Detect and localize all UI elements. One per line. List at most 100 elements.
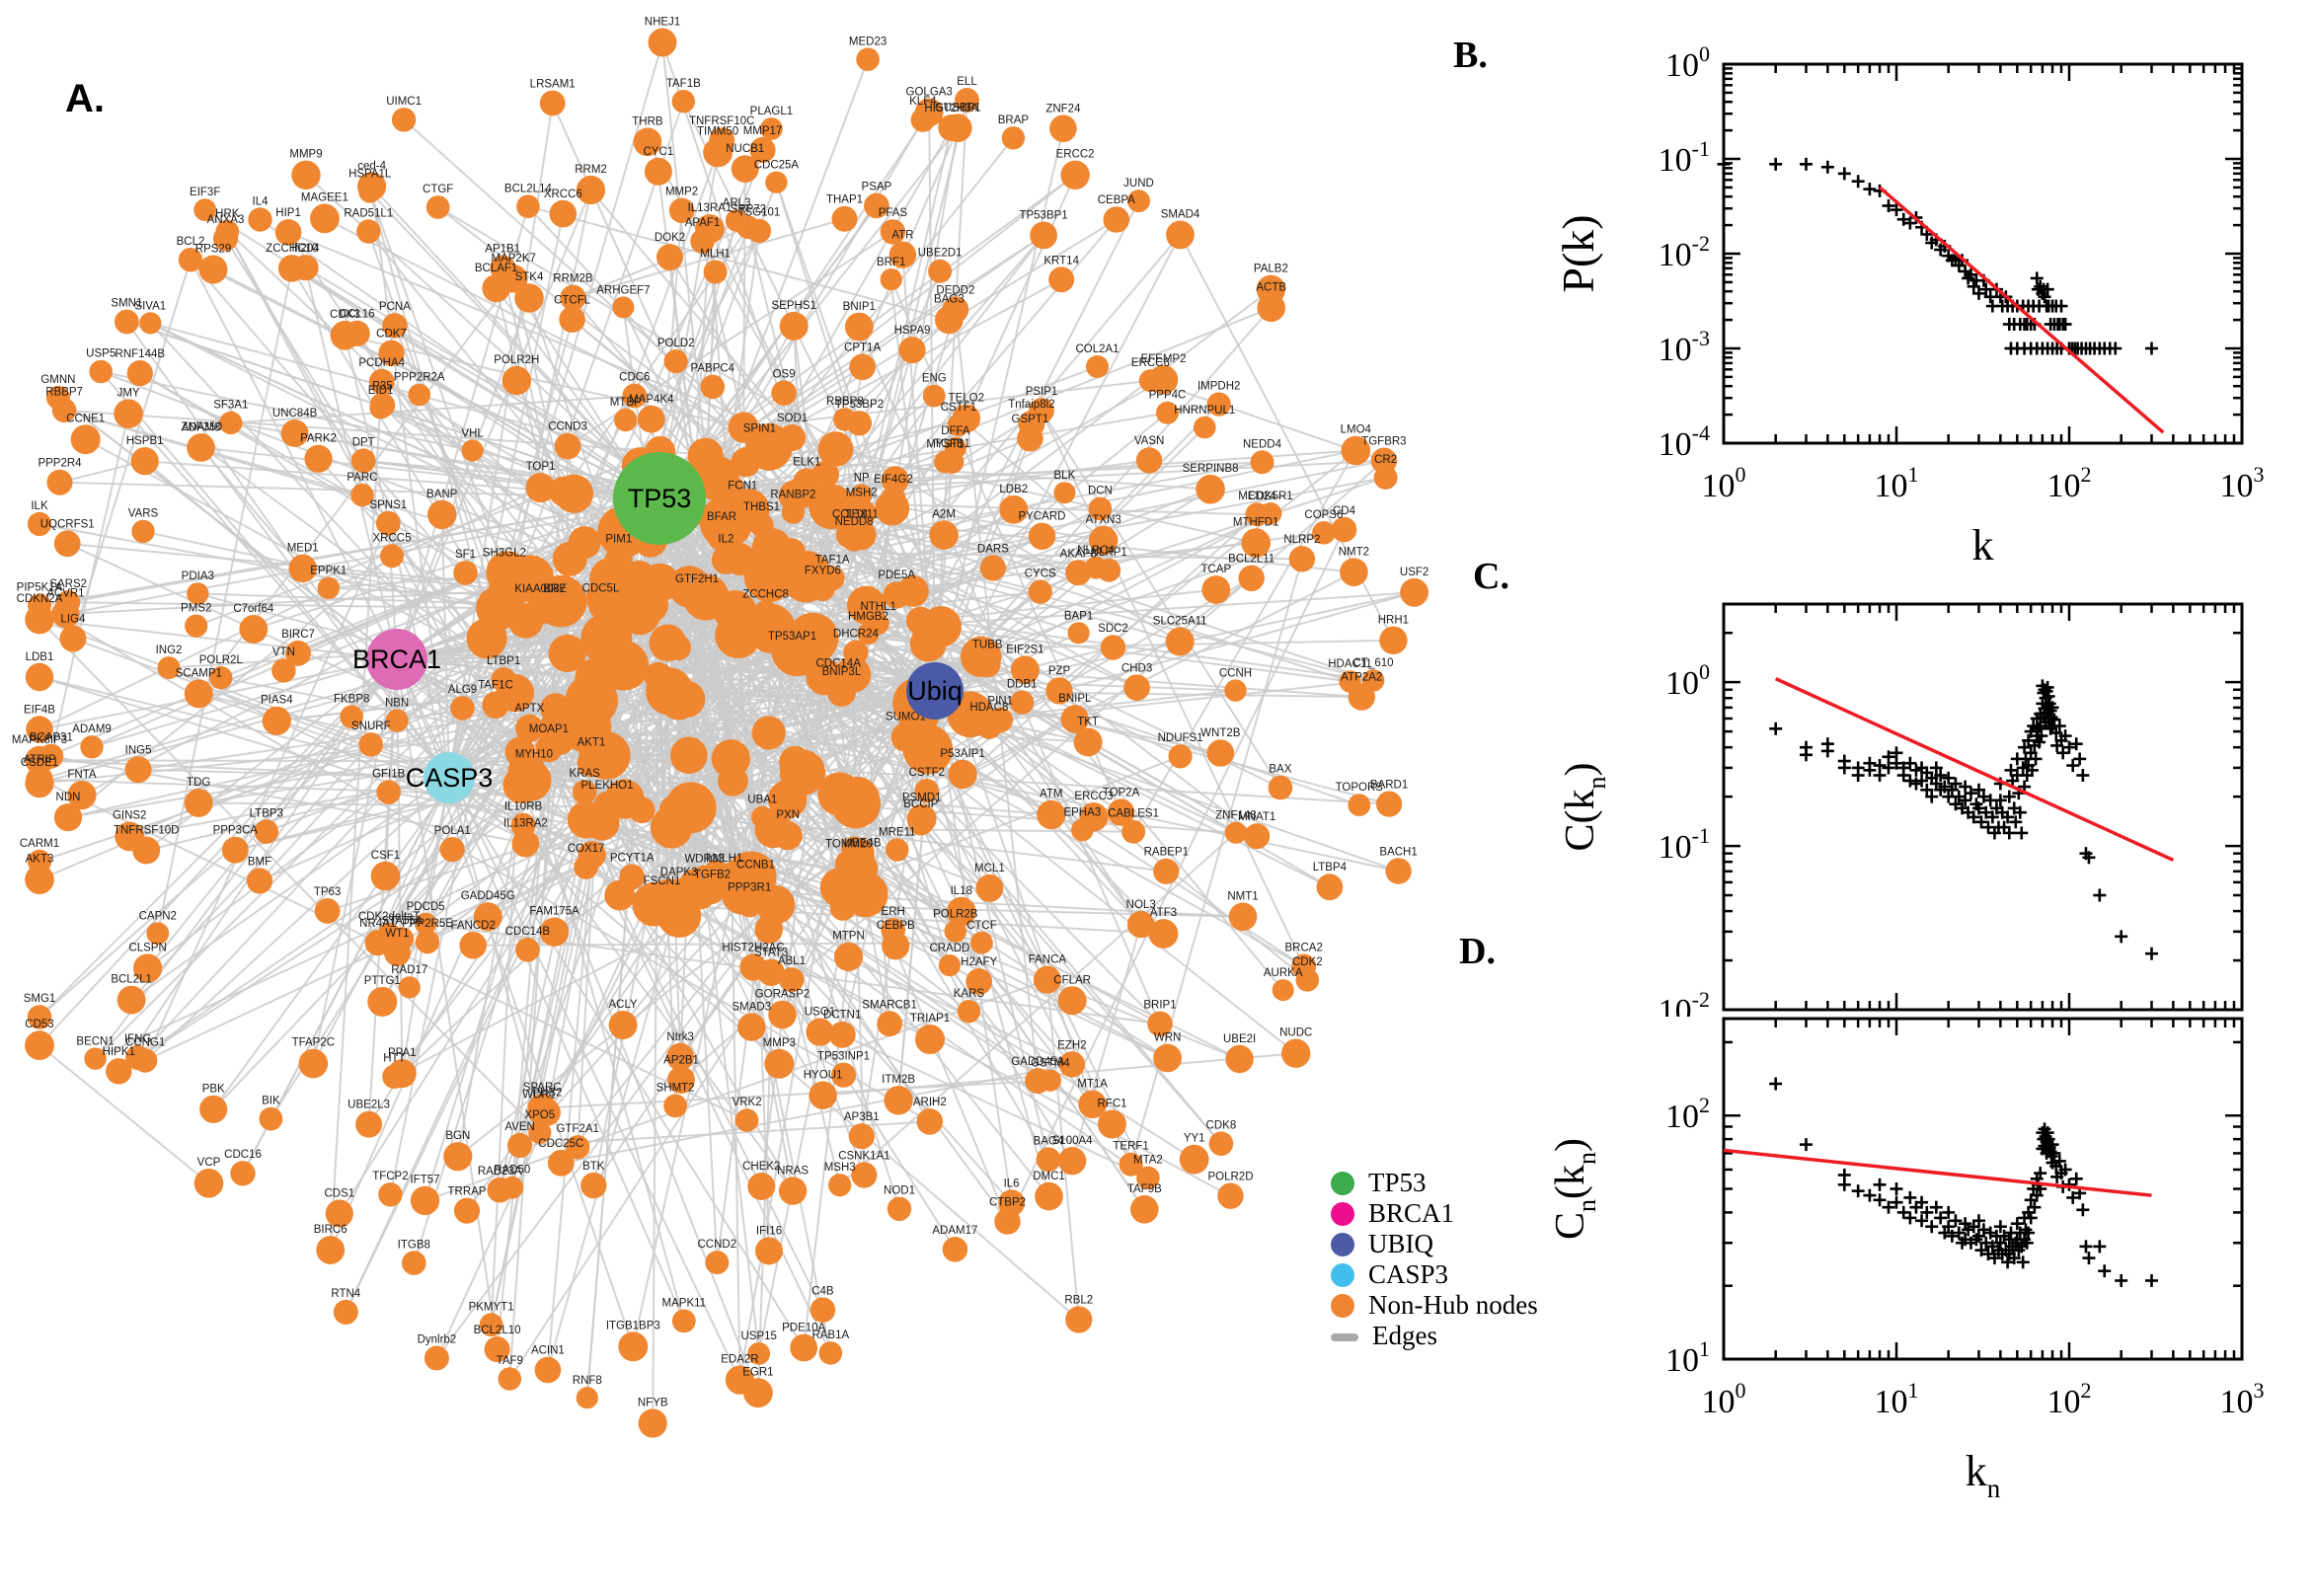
network-node-label: HYOU1 [804,1070,843,1082]
network-node [1224,679,1246,701]
network-node-label: CSTF2 [909,767,945,779]
network-node [356,219,380,243]
network-node [1385,858,1411,883]
network-node [1048,266,1074,292]
network-node [701,881,724,904]
network-node [1317,874,1344,900]
network-node [334,1300,358,1325]
network-node [619,865,645,890]
network-node [127,360,153,386]
network-node [1060,161,1089,190]
network-node-label: C4B [811,1285,834,1297]
network-node-label: LDB1 [26,651,54,663]
network-node [1225,822,1247,844]
network-node-label: CCNH [1219,667,1252,679]
network-node [526,473,556,502]
network-node [701,375,726,400]
network-node-label: CCL16 [340,309,375,321]
network-node-label: UQCRFS1 [40,518,95,530]
network-node-label: SPNS1 [369,499,407,511]
network-node-label: XRCC5 [373,532,412,544]
network-node-label: NFYB [638,1397,668,1408]
network-node-label: PMS2 [181,603,211,615]
network-node [275,219,302,246]
network-node-label: CTCFL [554,294,591,306]
network-node [940,450,964,474]
network-node-label: RANBP2 [770,490,815,501]
tick-label: 102 [1665,1093,1710,1135]
network-node-label: GINS2 [113,809,147,821]
network-node-label: ARHGEF7 [596,284,650,296]
network-node-label: IL13RA2 [503,818,548,830]
network-node-label: RPS29 [195,243,231,255]
network-node-label: PCNA [379,301,411,313]
network-node-label: PSMD1 [902,793,942,804]
network-node-label: DOK2 [655,232,685,244]
network-node [639,1408,667,1437]
network-node-label: MMP2 [665,187,698,198]
network-node-label: IL10RB [504,801,543,813]
network-node [187,433,215,462]
network-node-label: GSPT1 [1012,414,1049,425]
network-node-label: BMF [248,856,271,868]
network-node [818,431,854,467]
network-node-label: CSTF1 [941,402,976,414]
network-node-label: NRAS [777,1165,809,1177]
network-node [1207,739,1235,767]
network-node-label: BAX [1269,764,1291,776]
network-node [751,806,774,829]
network-node [1002,126,1025,149]
network-node [782,500,805,523]
network-node-label: NMT2 [1339,546,1369,558]
network-node [580,613,632,664]
network-node [114,399,143,428]
network-node-label: POLR2L [199,654,244,666]
network-node-label: VCP [197,1157,221,1169]
tick-label: 100 [1665,41,1710,84]
fit-line [1776,679,2174,861]
network-node-label: USP5 [86,348,116,360]
network-node-label: DARS [977,543,1009,555]
network-node-label: MAPK8IP3 [12,734,67,746]
network-node-label: LIG4 [60,614,86,626]
network-node-label: RNF8 [573,1375,602,1387]
network-node [1065,1306,1092,1332]
network-node-label: THAP1 [826,194,863,206]
network-edge [58,398,397,659]
network-node-label: CHEK2 [742,1161,780,1173]
network-node-label: TOP1 [526,461,556,473]
network-node [304,445,332,473]
network-node [928,260,952,283]
network-node [371,862,401,891]
network-node-label: GOLGA3 [906,87,953,99]
tick-label: 10-3 [1659,326,1710,368]
network-node [646,667,693,715]
network-node-label: PALB2 [1254,264,1288,275]
network-node [779,1177,807,1204]
network-node-label: TOP2A [1103,787,1140,798]
network-node-label: EPHA3 [1063,807,1101,819]
network-node-label: ATP2A2 [1341,671,1382,683]
network-node [882,932,909,959]
network-node-label: TNFRSF10D [114,825,179,837]
network-node [1166,221,1195,250]
network-node-label: SIVA1 [134,300,166,312]
network-node [641,564,679,602]
network-node [881,268,902,290]
legend-item: Edges [1331,1321,1538,1351]
network-node [1037,1147,1061,1172]
hub-label-brca1: BRCA1 [352,645,441,674]
network-node-label: TERF1 [1113,1141,1148,1153]
network-node [974,650,1001,677]
network-node-label: MSH3 [824,1162,856,1174]
network-node-label: BRCA2 [1285,943,1323,954]
network-node [1010,691,1034,715]
network-node-label: STK4 [515,271,544,283]
network-node [1209,1131,1234,1156]
network-node-label: CABLES1 [1108,808,1159,820]
network-diagram: TCAPIfi204H2AFYZCCHC8CDS1hMLH1BAP1CTCFLW… [0,0,1510,1591]
network-node [80,735,103,758]
network-node [89,360,113,384]
network-node-label: ELK1 [793,456,820,468]
network-node [847,411,872,435]
